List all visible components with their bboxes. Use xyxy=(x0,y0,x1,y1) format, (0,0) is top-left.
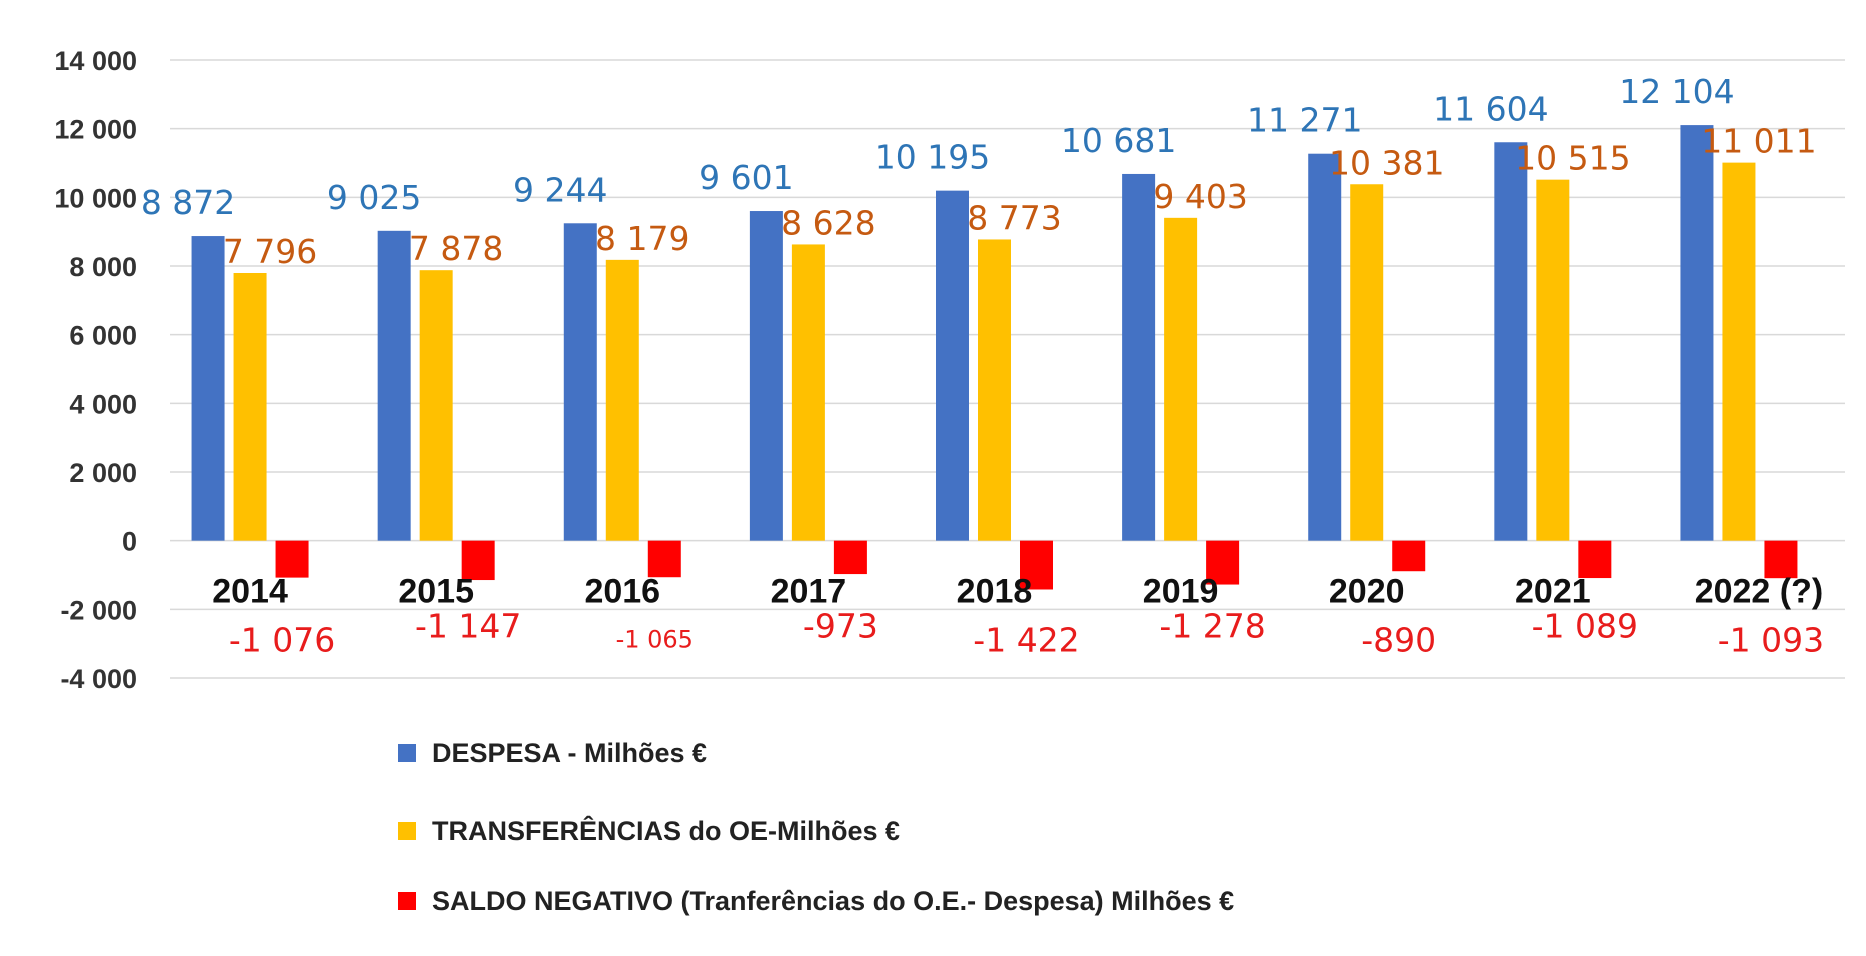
data-label-s0-5: 10 681 xyxy=(1061,121,1176,160)
data-label-s0-6: 11 271 xyxy=(1247,101,1362,140)
bar-s0-3 xyxy=(749,211,783,541)
category-labels: 2014 2015 2016 2017 2018 2019 2020 2021 2022 (?) xyxy=(212,573,1823,611)
bar-s2-5 xyxy=(1206,540,1240,585)
bar-s0-2 xyxy=(563,223,597,541)
bar-s1-7 xyxy=(1536,179,1570,541)
bar-s2-3 xyxy=(833,540,867,575)
data-label-s0-8: 12 104 xyxy=(1619,72,1734,111)
bar-s1-1 xyxy=(419,270,453,541)
data-label-s0-2: 9 244 xyxy=(513,170,607,209)
legend-swatch-1 xyxy=(398,822,416,840)
bar-s0-6 xyxy=(1308,153,1342,541)
bar-s2-0 xyxy=(275,540,309,578)
data-label-s2-7: -1 089 xyxy=(1532,606,1638,645)
legend-label-0: DESPESA - Milhões € xyxy=(432,738,707,768)
bar-s1-5 xyxy=(1164,217,1198,541)
bar-s2-6 xyxy=(1392,540,1426,572)
data-label-s0-7: 11 604 xyxy=(1433,89,1548,128)
y-tick-label: -2 000 xyxy=(60,595,137,625)
y-tick-label: 14 000 xyxy=(54,46,137,76)
legend-swatch-0 xyxy=(398,744,416,762)
data-label-s0-0: 8 872 xyxy=(141,183,235,222)
category-label: 2017 xyxy=(771,573,847,611)
bar-s1-6 xyxy=(1350,184,1384,541)
data-label-s1-5: 9 403 xyxy=(1153,177,1247,216)
bars xyxy=(191,125,1798,590)
category-label: 2022 (?) xyxy=(1695,573,1824,611)
category-label: 2015 xyxy=(398,573,474,611)
data-label-s0-4: 10 195 xyxy=(875,138,990,177)
legend-swatch-2 xyxy=(398,892,416,910)
data-label-s0-1: 9 025 xyxy=(327,178,421,217)
bar-s1-8 xyxy=(1722,162,1756,541)
bar-s0-1 xyxy=(377,230,411,541)
category-label: 2016 xyxy=(584,573,660,611)
data-label-s1-7: 10 515 xyxy=(1515,139,1630,178)
bar-s0-0 xyxy=(191,236,225,541)
bar-s1-0 xyxy=(233,273,267,541)
data-label-s2-0: -1 076 xyxy=(229,620,335,659)
y-tick-label: 10 000 xyxy=(54,183,137,213)
bar-s1-2 xyxy=(605,259,639,541)
y-axis: -4 000 -2 000 0 2 000 4 000 6 000 8 000 10 000 1… xyxy=(54,46,137,694)
data-label-s2-5: -1 278 xyxy=(1159,606,1265,645)
y-tick-label: 12 000 xyxy=(54,115,137,145)
category-label: 2019 xyxy=(1143,573,1219,611)
bar-s1-4 xyxy=(978,239,1011,541)
data-label-s0-3: 9 601 xyxy=(699,158,793,197)
bar-s2-8 xyxy=(1764,540,1798,579)
data-label-s1-1: 7 878 xyxy=(409,229,503,268)
y-tick-label: 4 000 xyxy=(69,389,137,419)
legend-label-1: TRANSFERÊNCIAS do OE-Milhões € xyxy=(432,815,900,846)
category-label: 2020 xyxy=(1329,573,1405,611)
y-tick-label: 2 000 xyxy=(69,458,137,488)
data-label-s2-2: -1 065 xyxy=(616,625,693,653)
data-label-s2-6: -890 xyxy=(1361,620,1436,659)
data-label-s1-2: 8 179 xyxy=(595,219,689,258)
category-label: 2021 xyxy=(1515,573,1591,611)
legend: DESPESA - Milhões € TRANSFERÊNCIAS do OE-… xyxy=(398,738,1234,916)
category-label: 2014 xyxy=(212,573,288,611)
bar-s0-5 xyxy=(1122,173,1156,541)
data-label-s2-4: -1 422 xyxy=(973,620,1079,659)
data-label-s1-0: 7 796 xyxy=(223,232,317,271)
data-label-s1-4: 8 773 xyxy=(967,198,1061,237)
bar-s2-2 xyxy=(647,540,681,578)
bar-s0-8 xyxy=(1680,125,1714,541)
y-tick-label: -4 000 xyxy=(60,664,137,694)
data-label-s1-6: 10 381 xyxy=(1329,143,1444,182)
bar-s0-7 xyxy=(1494,142,1528,541)
data-label-s2-1: -1 147 xyxy=(415,606,521,645)
data-label-s2-8: -1 093 xyxy=(1718,620,1824,659)
legend-label-2: SALDO NEGATIVO (Tranferências do O.E.- D… xyxy=(432,886,1234,916)
y-tick-label: 0 xyxy=(122,527,137,557)
bar-s0-4 xyxy=(936,190,969,541)
bar-s2-4 xyxy=(1020,540,1053,590)
y-tick-label: 8 000 xyxy=(69,252,137,282)
data-label-s2-3: -973 xyxy=(803,606,878,645)
data-label-s1-8: 11 011 xyxy=(1701,122,1816,161)
y-tick-label: 6 000 xyxy=(69,321,137,351)
data-label-s1-3: 8 628 xyxy=(781,203,875,242)
bar-s2-7 xyxy=(1578,540,1612,579)
category-label: 2018 xyxy=(957,573,1033,611)
bar-s1-3 xyxy=(791,244,825,541)
data-labels: 8 872 7 796 -1 076 9 025 7 878 -1 147 9 244 8 1… xyxy=(141,72,1824,659)
bar-s2-1 xyxy=(461,540,495,581)
